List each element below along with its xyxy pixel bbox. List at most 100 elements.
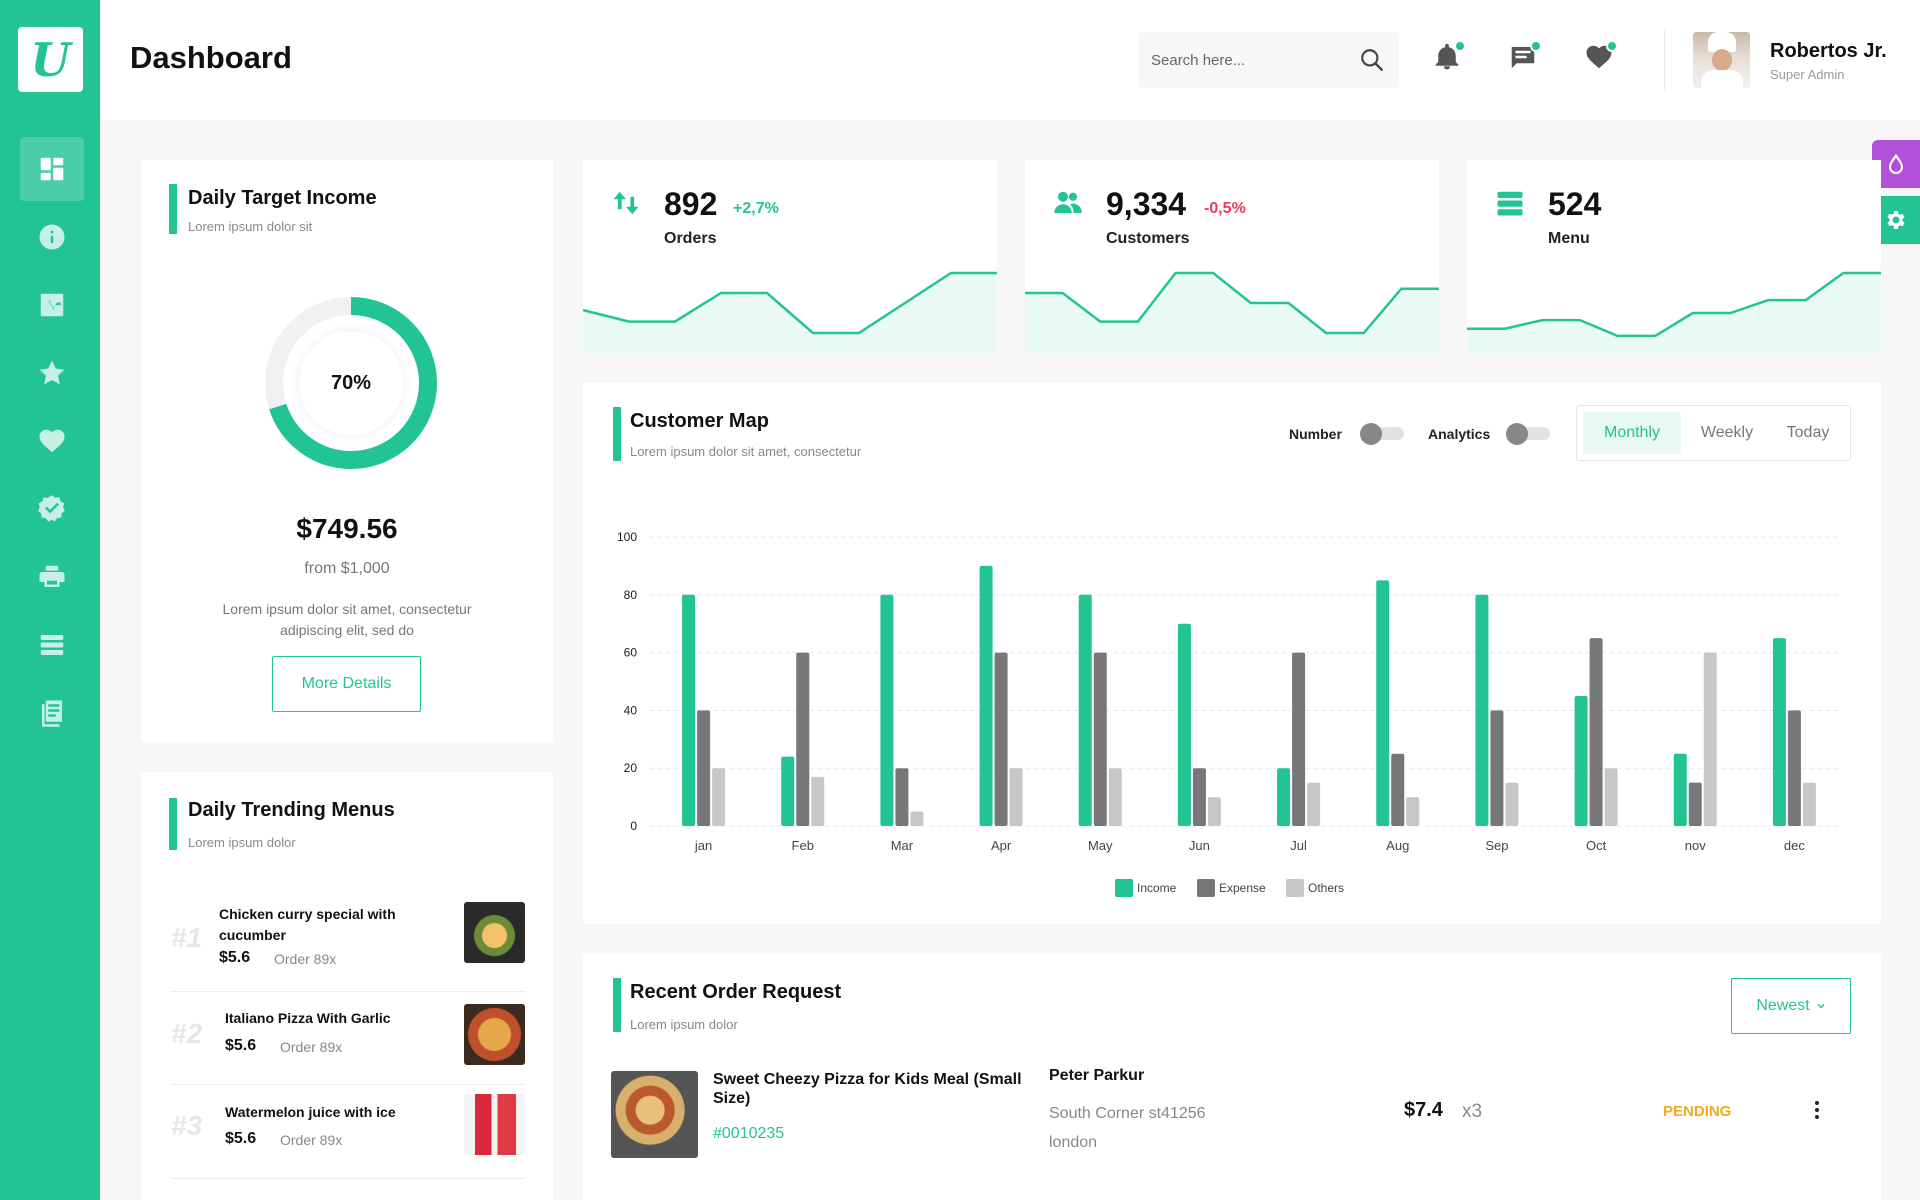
bar-expense[interactable] xyxy=(1787,710,1801,826)
bar-others[interactable] xyxy=(1604,768,1618,826)
sidebar-item-dashboard[interactable] xyxy=(20,137,84,201)
trend-price: $5.6 xyxy=(219,949,251,966)
bar-expense[interactable] xyxy=(1192,768,1206,826)
bar-others[interactable] xyxy=(1406,797,1420,826)
more-options-icon[interactable] xyxy=(1813,1098,1821,1124)
newest-filter-dropdown[interactable]: Newest xyxy=(1731,978,1851,1034)
sidebar-item-favorites[interactable] xyxy=(20,341,84,405)
trend-orders: Order 89x xyxy=(280,1132,343,1148)
bar-others[interactable] xyxy=(1505,782,1519,826)
bar-income[interactable] xyxy=(979,565,993,826)
bar-income[interactable] xyxy=(1177,623,1191,826)
legend-swatch xyxy=(1197,879,1215,897)
stat-value: 9,334 xyxy=(1106,186,1187,222)
bar-income[interactable] xyxy=(1078,594,1092,826)
tab-monthly[interactable]: Monthly xyxy=(1583,412,1681,454)
top-header: Dashboard Robertos Jr. Super Admin xyxy=(100,0,1920,120)
bar-others[interactable] xyxy=(1802,782,1816,826)
sidebar: U xyxy=(0,0,100,1200)
sidebar-item-verified[interactable] xyxy=(20,477,84,541)
card-title: Daily Target Income xyxy=(188,187,377,209)
sidebar-item-documents[interactable] xyxy=(20,681,84,745)
period-tabs: Monthly Weekly Today xyxy=(1576,405,1851,461)
tab-weekly[interactable]: Weekly xyxy=(1700,424,1754,441)
notifications-button[interactable] xyxy=(1432,40,1466,76)
tab-today[interactable]: Today xyxy=(1786,424,1830,441)
bar-income[interactable] xyxy=(781,756,795,826)
card-accent xyxy=(613,978,621,1032)
sidebar-item-print[interactable] xyxy=(20,545,84,609)
number-toggle[interactable] xyxy=(1360,423,1406,445)
bar-expense[interactable] xyxy=(1093,652,1107,826)
bar-expense[interactable] xyxy=(1391,753,1405,826)
address-city: london xyxy=(1049,1134,1098,1151)
divider xyxy=(171,991,525,992)
stat-value: 892 xyxy=(664,186,718,222)
bar-income[interactable] xyxy=(1574,695,1588,826)
card-title: Recent Order Request xyxy=(630,981,842,1003)
bar-expense[interactable] xyxy=(1589,638,1603,826)
bar-others[interactable] xyxy=(910,811,924,826)
messages-button[interactable] xyxy=(1508,40,1542,76)
bar-income[interactable] xyxy=(682,594,696,826)
sidebar-item-analytics[interactable] xyxy=(20,273,84,337)
bar-others[interactable] xyxy=(1307,782,1321,826)
stat-label: Menu xyxy=(1548,230,1590,247)
x-tick-label: Sep xyxy=(1485,838,1508,853)
user-role: Super Admin xyxy=(1770,67,1845,82)
x-tick-label: Mar xyxy=(891,838,914,853)
bar-expense[interactable] xyxy=(1490,710,1504,826)
badge-check-icon xyxy=(38,495,65,522)
x-tick-label: May xyxy=(1088,838,1113,853)
sparkline-chart xyxy=(1025,271,1439,353)
bar-income[interactable] xyxy=(1475,594,1489,826)
divider xyxy=(171,1178,525,1179)
analytics-toggle[interactable] xyxy=(1506,423,1552,445)
order-quantity: x3 xyxy=(1462,1101,1483,1122)
bar-income[interactable] xyxy=(1376,580,1390,826)
bar-expense[interactable] xyxy=(1292,652,1306,826)
x-tick-label: Feb xyxy=(792,838,814,853)
trend-orders: Order 89x xyxy=(274,951,337,967)
sidebar-item-likes[interactable] xyxy=(20,409,84,473)
progress-percent: 70% xyxy=(299,331,403,435)
bar-others[interactable] xyxy=(1108,768,1122,826)
bar-expense[interactable] xyxy=(994,652,1008,826)
bar-others[interactable] xyxy=(811,776,825,826)
order-id[interactable]: #0010235 xyxy=(713,1125,785,1142)
food-thumbnail xyxy=(464,1004,525,1065)
bar-expense[interactable] xyxy=(697,710,711,826)
list-item[interactable]: #2 Italiano Pizza With Garlic $5.6 Order… xyxy=(171,1004,525,1078)
order-price: $7.4 xyxy=(1404,1099,1443,1121)
sidebar-item-list[interactable] xyxy=(20,613,84,677)
card-accent xyxy=(613,407,621,461)
bar-expense[interactable] xyxy=(1688,782,1702,826)
recent-orders-card: Recent Order Request Lorem ipsum dolor N… xyxy=(583,954,1881,1200)
search-input[interactable] xyxy=(1151,46,1351,74)
user-name[interactable]: Robertos Jr. xyxy=(1770,40,1887,62)
sparkline-area xyxy=(1467,273,1881,353)
bar-income[interactable] xyxy=(1673,753,1687,826)
chat-icon xyxy=(1511,47,1535,69)
list-item[interactable]: #3 Watermelon juice with ice $5.6 Order … xyxy=(171,1094,525,1172)
bar-income[interactable] xyxy=(1772,638,1786,826)
search-icon[interactable] xyxy=(1359,47,1385,73)
avatar[interactable] xyxy=(1693,32,1750,88)
bar-income[interactable] xyxy=(880,594,894,826)
x-tick-label: Jun xyxy=(1189,838,1210,853)
more-details-button[interactable]: More Details xyxy=(272,656,421,712)
bar-others[interactable] xyxy=(1207,797,1221,826)
sidebar-item-info[interactable] xyxy=(20,205,84,269)
bar-others[interactable] xyxy=(712,768,726,826)
bar-income[interactable] xyxy=(1277,768,1291,826)
favorites-button[interactable] xyxy=(1584,40,1618,76)
y-tick-label: 80 xyxy=(624,588,638,602)
bar-expense[interactable] xyxy=(895,768,909,826)
bar-others[interactable] xyxy=(1009,768,1023,826)
card-subtitle: Lorem ipsum dolor xyxy=(188,835,296,850)
bar-expense[interactable] xyxy=(796,652,810,826)
bar-others[interactable] xyxy=(1703,652,1717,826)
arrows-updown-icon xyxy=(613,191,639,215)
list-item[interactable]: #1 Chicken curry special with cucumber $… xyxy=(171,902,525,972)
app-logo[interactable]: U xyxy=(18,27,83,92)
